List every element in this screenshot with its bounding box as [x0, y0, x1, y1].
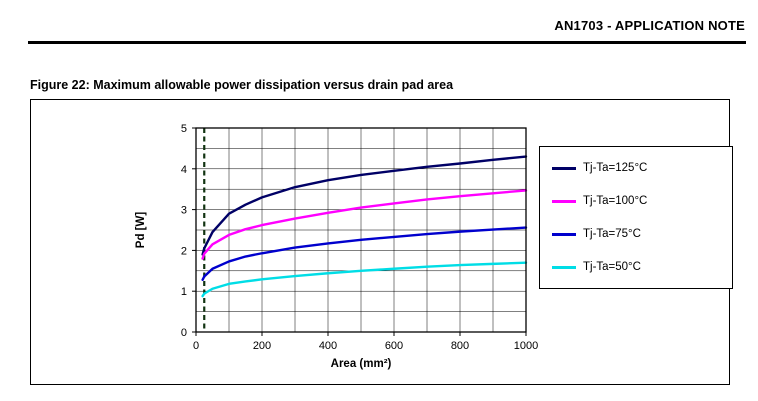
header-rule: [28, 41, 746, 44]
legend-item: Tj-Ta=100°C: [552, 195, 720, 207]
series-line: [201, 226, 528, 281]
y-tick-label: 2: [181, 245, 187, 257]
y-tick-label: 0: [181, 327, 187, 339]
plot-svg: 0 200 400 600 800 1000 0 1 2 3 4 5 Pd [W] Area (mm²): [135, 123, 538, 370]
legend-item: Tj-Ta=125°C: [552, 162, 720, 174]
x-tick-label: 400: [319, 340, 337, 352]
legend-item: Tj-Ta=75°C: [552, 228, 720, 240]
x-tick-label: 1000: [514, 340, 538, 352]
legend-label: Tj-Ta=125°C: [583, 162, 648, 174]
legend-label: Tj-Ta=50°C: [583, 261, 641, 273]
figure-chart-frame: 0 200 400 600 800 1000 0 1 2 3 4 5 Pd [W] Area (mm²) …: [30, 99, 733, 385]
legend-label: Tj-Ta=75°C: [583, 228, 641, 240]
legend-line-swatch: [552, 166, 576, 170]
y-tick-label: 5: [181, 123, 187, 135]
page-header-title: AN1703 - APPLICATION NOTE: [554, 18, 745, 33]
x-tick-label: 200: [253, 340, 271, 352]
y-axis-label: Pd [W]: [135, 212, 147, 249]
legend-item: Tj-Ta=50°C: [552, 261, 720, 273]
y-tick-label: 4: [181, 164, 187, 176]
x-axis-label: Area (mm²): [331, 358, 392, 370]
series-line: [201, 261, 528, 298]
y-tick-label: 3: [181, 205, 187, 217]
chart-legend: Tj-Ta=125°C Tj-Ta=100°C Tj-Ta=75°C Tj-Ta=50…: [539, 146, 733, 289]
plot-border: [195, 127, 527, 333]
legend-label: Tj-Ta=100°C: [583, 195, 648, 207]
y-tick-label: 1: [181, 286, 187, 298]
x-tick-label: 600: [385, 340, 403, 352]
x-tick-label: 0: [193, 340, 199, 352]
legend-line-swatch: [552, 199, 576, 203]
figure-caption: Figure 22: Maximum allowable power dissi…: [30, 78, 454, 92]
legend-line-swatch: [552, 265, 576, 269]
series-line: [201, 155, 528, 256]
series-line: [201, 189, 528, 260]
legend-line-swatch: [552, 232, 576, 236]
x-tick-label: 800: [451, 340, 469, 352]
